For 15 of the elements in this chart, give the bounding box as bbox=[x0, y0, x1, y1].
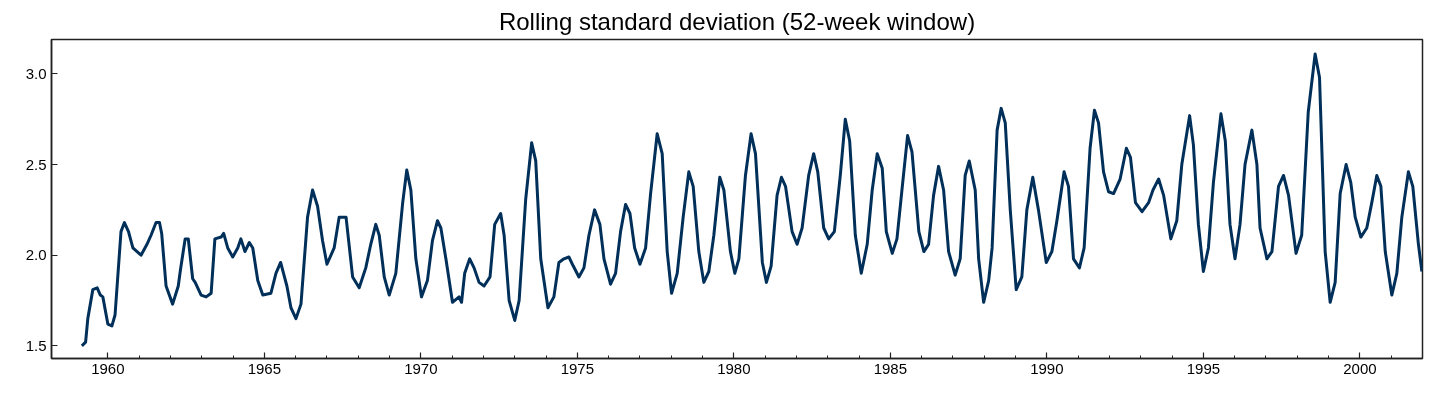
x-tick-label: 1985 bbox=[873, 359, 908, 377]
chart-title: Rolling standard deviation (52-week window) bbox=[498, 7, 976, 35]
x-tick-label: 2000 bbox=[1343, 359, 1377, 377]
x-tick-label: 1960 bbox=[91, 359, 125, 377]
y-tick-label: 2.5 bbox=[25, 155, 47, 173]
x-tick-label: 1980 bbox=[717, 359, 751, 377]
line-series bbox=[80, 52, 1423, 348]
x-tick-label: 1995 bbox=[1186, 359, 1221, 377]
x-tick-label: 1970 bbox=[404, 359, 438, 377]
y-tick-label: 3.0 bbox=[25, 64, 47, 82]
y-tick-label: 1.5 bbox=[25, 336, 47, 354]
y-tick-label: 2.0 bbox=[25, 246, 47, 264]
x-tick-label: 1975 bbox=[560, 359, 595, 377]
x-tick-label: 1965 bbox=[247, 359, 282, 377]
x-tick-label: 1990 bbox=[1030, 359, 1064, 377]
